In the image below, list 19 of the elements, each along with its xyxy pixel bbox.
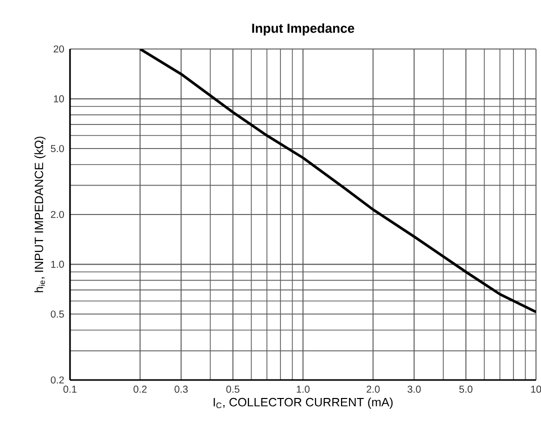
y-tick-label: 0.2 [50,376,64,384]
x-tick-label: 0.1 [63,386,76,393]
y-tick-label: 0.5 [50,310,64,318]
y-tick-label: 10 [54,95,64,102]
x-axis-title: I$_{C}$, COLLECTOR CURRENT (mA) [214,398,393,409]
x-tick-label: 3.0 [408,386,421,393]
y-tick-label: 5.0 [50,145,64,152]
x-tick-label: 0.5 [226,386,240,393]
x-tick-label: 10 [531,386,541,393]
x-tick-label: 5.0 [459,386,472,393]
x-tick-label: 0.2 [134,386,147,393]
y-tick-label: 1.0 [51,260,64,268]
chart-title: Input Impedance [252,23,354,36]
y-tick-label: 2.0 [50,210,64,218]
y-axis-title: h$_{ie}$, INPUT IMPEDANCE (kΩ) [34,136,46,292]
x-tick-label: 0.3 [174,386,188,393]
x-tick-label: 1.0 [296,386,310,393]
x-tick-label: 2.0 [366,386,380,393]
y-tick-label: 20 [54,45,64,53]
